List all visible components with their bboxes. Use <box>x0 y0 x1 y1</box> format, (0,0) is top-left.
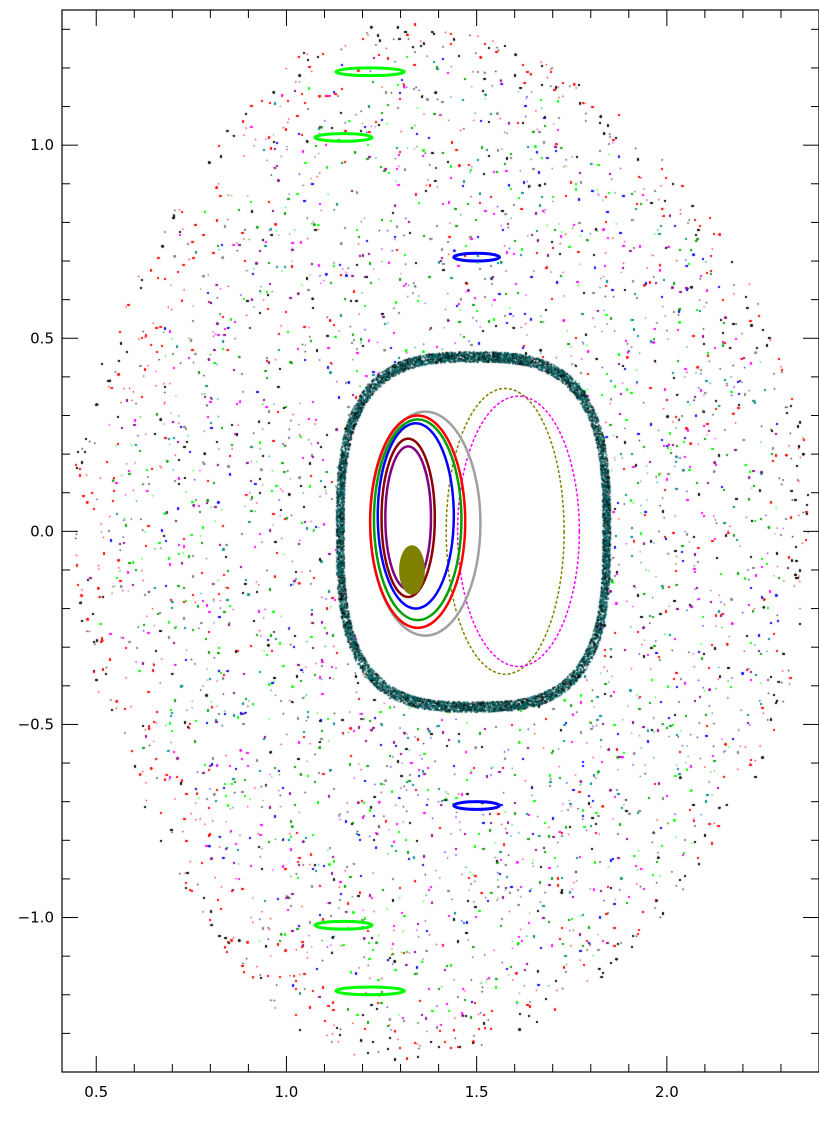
y-tick-label: 0.0 <box>30 522 54 540</box>
island-chain <box>334 985 406 997</box>
y-tick-label: 1.0 <box>30 136 54 154</box>
y-tick-label: 0.5 <box>30 329 54 347</box>
island-chain <box>452 251 501 263</box>
island-chain <box>399 545 425 595</box>
island-chain <box>313 132 374 143</box>
y-tick-label: −1.0 <box>18 909 54 927</box>
flux-surface <box>456 395 581 668</box>
x-tick-label: 0.5 <box>84 1083 108 1101</box>
plot-frame <box>61 9 819 1073</box>
flux-surface <box>372 418 463 622</box>
flux-surface <box>376 421 456 610</box>
flux-surface <box>445 387 565 675</box>
tick-labels: 0.5 1.0 1.5 2.0 −1.0 −0.5 0.0 0.5 1.0 <box>18 136 679 1101</box>
y-tick-label: −0.5 <box>18 715 54 733</box>
x-tick-label: 1.5 <box>465 1083 489 1101</box>
regular-surfaces <box>313 66 581 997</box>
axis-ticks <box>62 10 819 1072</box>
x-tick-label: 1.0 <box>275 1083 299 1101</box>
x-tick-label: 2.0 <box>655 1083 679 1101</box>
flux-surface <box>368 414 467 630</box>
island-chain <box>313 919 374 931</box>
island-chain <box>452 800 501 811</box>
island-chain <box>334 66 406 78</box>
flux-surface <box>380 437 437 599</box>
